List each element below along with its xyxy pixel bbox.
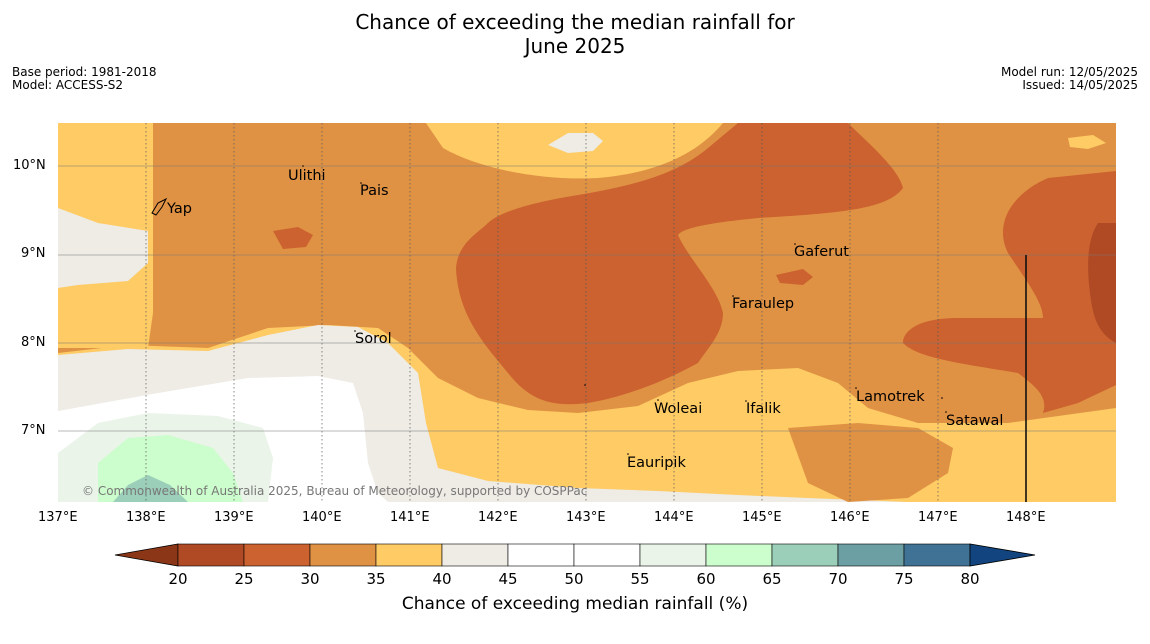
lon-tick-145e: 145°E — [742, 510, 782, 525]
colorbar-tick-label: 45 — [498, 570, 517, 588]
place-ulithi: Ulithi — [288, 168, 326, 184]
island-markers — [302, 165, 947, 455]
place-lamotrek: Lamotrek — [856, 389, 925, 405]
colorbar-bin — [639, 543, 707, 567]
region-25-30-east — [903, 171, 1116, 413]
colorbar-bin — [903, 543, 971, 567]
colorbar-tick-label: 35 — [366, 570, 385, 588]
region-25-30-small-right — [776, 269, 813, 285]
place-woleai: Woleai — [654, 401, 702, 417]
issued-date: Issued: 14/05/2025 — [1022, 78, 1138, 92]
colorbar-tick-label: 65 — [762, 570, 781, 588]
base-period: Base period: 1981-2018 — [12, 65, 157, 79]
colorbar-bin — [243, 543, 311, 567]
meta-right: Model run: 12/05/2025 Issued: 14/05/2025 — [1001, 66, 1138, 92]
lon-tick-143e: 143°E — [566, 510, 606, 525]
colorbar-tick-label: 20 — [168, 570, 187, 588]
region-65-70-south — [113, 475, 188, 502]
colorbar-bin — [507, 543, 575, 567]
lat-tick-9n: 9°N — [21, 246, 46, 261]
region-30-35-southeast — [788, 423, 953, 502]
region-45-55-top — [548, 133, 603, 153]
place-satawal: Satawal — [946, 413, 1003, 429]
place-sorol: Sorol — [355, 331, 392, 347]
place-pais: Pais — [360, 183, 389, 199]
colorbar-over-arrow — [969, 543, 1036, 567]
colorbar-bin — [177, 543, 245, 567]
meta-left: Base period: 1981-2018 Model: ACCESS-S2 — [12, 66, 157, 92]
colorbar-tick-label: 55 — [630, 570, 649, 588]
colorbar-bin — [309, 543, 377, 567]
colorbar-tick-label: 60 — [696, 570, 715, 588]
colorbar-bin — [441, 543, 509, 567]
lon-tick-139e: 139°E — [214, 510, 254, 525]
region-35-40-topright — [1068, 135, 1106, 149]
lon-tick-144e: 144°E — [654, 510, 694, 525]
colorbar-tick-label: 40 — [432, 570, 451, 588]
rainfall-map: Ulithi Pais Yap Gaferut Faraulep Sorol L… — [58, 123, 1116, 502]
region-25-30-centre — [456, 123, 903, 405]
region-35-40-topleft — [63, 137, 103, 151]
place-yap: Yap — [166, 201, 192, 217]
colorbar-tick-label: 25 — [234, 570, 253, 588]
map-title-line1: Chance of exceeding the median rainfall … — [355, 10, 795, 34]
latitude-gridlines — [58, 165, 1116, 432]
lon-tick-142e: 142°E — [478, 510, 518, 525]
lat-tick-8n: 8°N — [21, 335, 46, 350]
place-labels: Ulithi Pais Yap Gaferut Faraulep Sorol L… — [166, 168, 1003, 471]
lon-tick-141e: 141°E — [390, 510, 430, 525]
lon-tick-140e: 140°E — [302, 510, 342, 525]
colorbar-bin — [837, 543, 905, 567]
copyright-notice: © Commonwealth of Australia 2025, Bureau… — [82, 484, 587, 498]
lat-tick-10n: 10°N — [13, 158, 46, 173]
lat-tick-7n: 7°N — [21, 423, 46, 438]
place-ifalik: Ifalik — [746, 401, 781, 417]
lon-tick-137e: 137°E — [38, 510, 78, 525]
region-25-30-small-left — [273, 227, 313, 249]
longitude-gridlines — [145, 123, 939, 502]
colorbar-tick-label: 30 — [300, 570, 319, 588]
colorbar-under-arrow — [114, 543, 179, 567]
colorbar-tick-label: 70 — [828, 570, 847, 588]
place-gaferut: Gaferut — [794, 244, 849, 260]
colorbar-bin — [573, 543, 641, 567]
place-eauripik: Eauripik — [627, 455, 686, 471]
colorbar: 20 25 30 35 40 45 50 55 60 65 70 75 80 — [114, 543, 1036, 588]
place-faraulep: Faraulep — [732, 296, 794, 312]
lon-tick-148e: 148°E — [1006, 510, 1046, 525]
lon-tick-147e: 147°E — [918, 510, 958, 525]
colorbar-bin — [705, 543, 773, 567]
yap-island-outline — [151, 197, 168, 216]
model-name: Model: ACCESS-S2 — [12, 78, 124, 92]
map-title-line2: June 2025 — [524, 34, 626, 58]
colorbar-title: Chance of exceeding median rainfall (%) — [401, 594, 749, 614]
colorbar-tick-label: 80 — [960, 570, 979, 588]
colorbar-bin — [375, 543, 443, 567]
region-20-25-east — [1088, 223, 1116, 343]
lon-tick-146e: 146°E — [830, 510, 870, 525]
model-run: Model run: 12/05/2025 — [1000, 65, 1138, 79]
region-45-55-west — [58, 208, 148, 288]
colorbar-tick-label: 75 — [894, 570, 913, 588]
lon-tick-138e: 138°E — [126, 510, 166, 525]
colorbar-tick-label: 50 — [564, 570, 583, 588]
colorbar-bin — [771, 543, 839, 567]
